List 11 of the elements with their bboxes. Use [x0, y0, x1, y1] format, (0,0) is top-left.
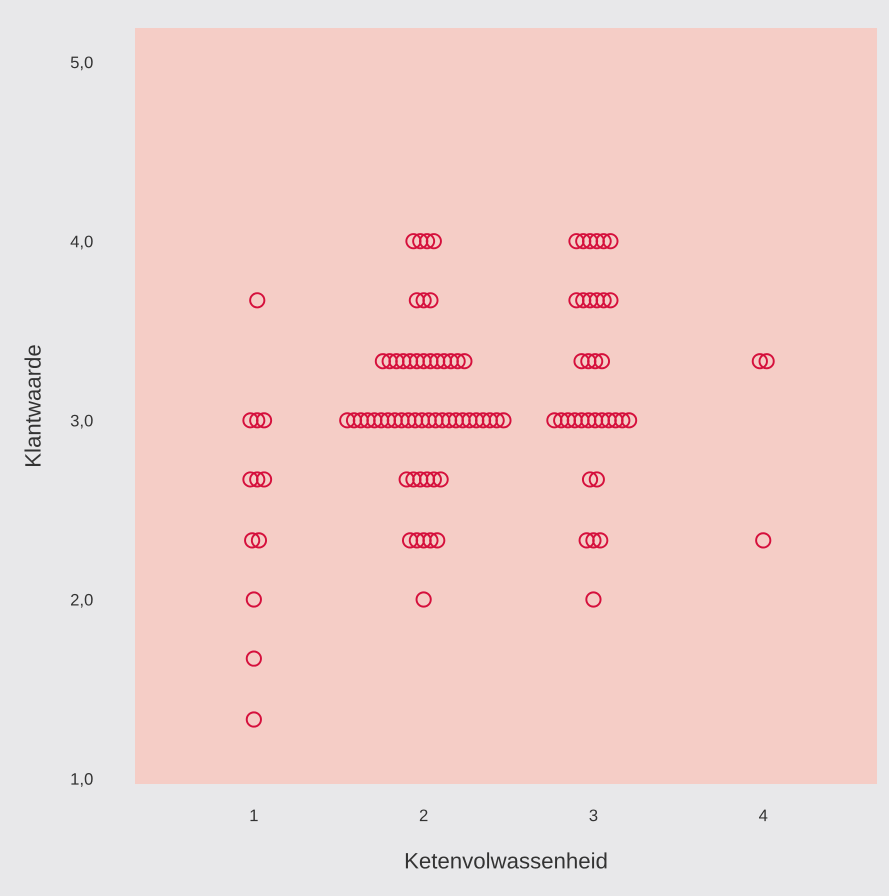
x-tick-label: 1: [250, 810, 258, 822]
y-axis-title: Klantwaarde: [24, 345, 41, 466]
x-tick-label: 3: [589, 809, 598, 822]
x-axis-title: Ketenvolwassenheid: [406, 852, 606, 869]
x-tick-label: 4: [758, 810, 768, 822]
x-tick-label: 2: [420, 809, 428, 822]
y-tick-label: 2,0: [71, 594, 93, 608]
y-tick-label: 5,0: [70, 56, 93, 70]
y-tick-label: 3,0: [70, 414, 93, 429]
y-tick-label: 1,0: [71, 773, 93, 787]
y-tick-label: 4,0: [70, 236, 93, 250]
